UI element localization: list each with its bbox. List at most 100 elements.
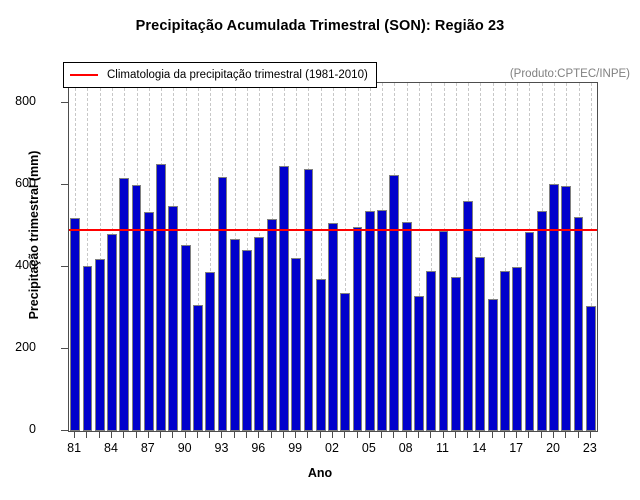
x-tick-mark — [160, 431, 162, 438]
x-tick-mark — [381, 431, 383, 438]
x-tick-mark — [467, 431, 469, 438]
x-tick-label: 11 — [436, 441, 449, 455]
plot-area — [68, 82, 598, 432]
y-tick-mark — [61, 430, 68, 431]
x-tick-mark — [319, 431, 321, 438]
bar — [205, 272, 216, 431]
x-tick-mark — [246, 431, 248, 438]
bar — [352, 226, 363, 431]
bar — [512, 266, 523, 431]
x-tick-mark — [503, 431, 505, 438]
bar — [573, 217, 584, 431]
x-tick-label: 81 — [67, 441, 82, 455]
x-tick-label: 84 — [104, 441, 118, 455]
x-tick-mark — [516, 431, 518, 438]
y-tick-mark — [61, 184, 68, 186]
x-tick-label: 14 — [472, 441, 487, 455]
bar — [229, 239, 240, 431]
bar — [94, 259, 105, 431]
bar — [340, 293, 351, 431]
x-tick-mark — [295, 431, 297, 438]
bar — [156, 163, 166, 431]
gridline-vertical — [197, 83, 199, 431]
x-tick-mark — [209, 431, 211, 438]
x-tick-mark — [553, 431, 555, 438]
x-tick-mark — [528, 431, 530, 438]
bar — [401, 221, 412, 431]
y-tick-label: 600 — [15, 176, 36, 191]
x-tick-mark — [147, 431, 149, 438]
x-axis-label: Ano — [307, 466, 333, 480]
x-tick-label: 90 — [177, 441, 192, 455]
gridline-vertical — [99, 83, 101, 431]
bar — [168, 206, 179, 431]
gridline-vertical — [210, 83, 212, 431]
x-tick-mark — [405, 431, 407, 438]
x-tick-mark — [123, 431, 125, 438]
x-tick-mark — [98, 431, 100, 438]
y-tick-label: 200 — [15, 340, 36, 355]
climatology-reference-line — [69, 228, 597, 231]
x-tick-mark — [307, 431, 309, 438]
bar — [82, 266, 93, 431]
x-tick-mark — [442, 431, 444, 438]
bar — [143, 211, 154, 431]
x-tick-mark — [221, 431, 223, 438]
gridline-vertical — [590, 83, 592, 431]
bar — [328, 222, 338, 431]
x-tick-mark — [332, 431, 333, 438]
bar — [389, 175, 400, 431]
legend: Climatologia da precipitação trimestral … — [63, 62, 377, 88]
x-tick-mark — [86, 431, 88, 438]
bar — [463, 200, 473, 431]
x-tick-mark — [368, 431, 370, 438]
bar — [426, 271, 437, 431]
x-tick-mark — [172, 431, 174, 438]
x-tick-mark — [282, 431, 284, 438]
bar — [475, 257, 486, 431]
x-tick-mark — [540, 431, 542, 438]
gridline-vertical — [418, 83, 420, 431]
bar — [315, 279, 326, 431]
x-tick-mark — [135, 431, 137, 438]
bar — [549, 184, 559, 431]
bar — [499, 270, 510, 431]
x-tick-label: 08 — [398, 441, 413, 455]
bar — [291, 258, 302, 431]
gridline-vertical — [296, 83, 298, 431]
bar — [254, 236, 265, 431]
bar — [70, 218, 81, 431]
bar — [242, 250, 252, 431]
x-tick-mark — [356, 431, 358, 438]
x-tick-label: 20 — [546, 441, 560, 455]
bar — [487, 298, 498, 431]
bar — [438, 230, 449, 431]
y-tick-label: 0 — [29, 422, 36, 436]
y-tick-label: 400 — [15, 258, 36, 273]
x-tick-label: 87 — [140, 441, 155, 455]
bar — [377, 209, 388, 431]
gridline-vertical — [431, 83, 433, 431]
x-tick-label: 99 — [288, 441, 303, 455]
x-tick-label: 02 — [325, 441, 339, 455]
x-tick-mark — [393, 431, 395, 438]
y-tick-mark — [61, 348, 68, 350]
x-tick-label: 23 — [582, 441, 597, 455]
x-tick-mark — [430, 431, 432, 438]
x-tick-mark — [74, 431, 76, 438]
x-tick-mark — [577, 431, 579, 438]
x-tick-label: 96 — [251, 441, 266, 455]
bar — [119, 178, 130, 431]
y-axis-label: Precipitação trimestral (mm) — [27, 150, 41, 320]
gridline-vertical — [455, 83, 457, 431]
bar — [536, 210, 547, 431]
bar — [193, 304, 203, 431]
bar — [450, 277, 461, 431]
gridline-vertical — [345, 83, 347, 431]
bar — [266, 218, 277, 431]
y-tick-label: 800 — [15, 94, 36, 109]
gridline-vertical — [87, 83, 89, 431]
gridline-vertical — [504, 83, 506, 431]
x-tick-mark — [344, 431, 346, 438]
